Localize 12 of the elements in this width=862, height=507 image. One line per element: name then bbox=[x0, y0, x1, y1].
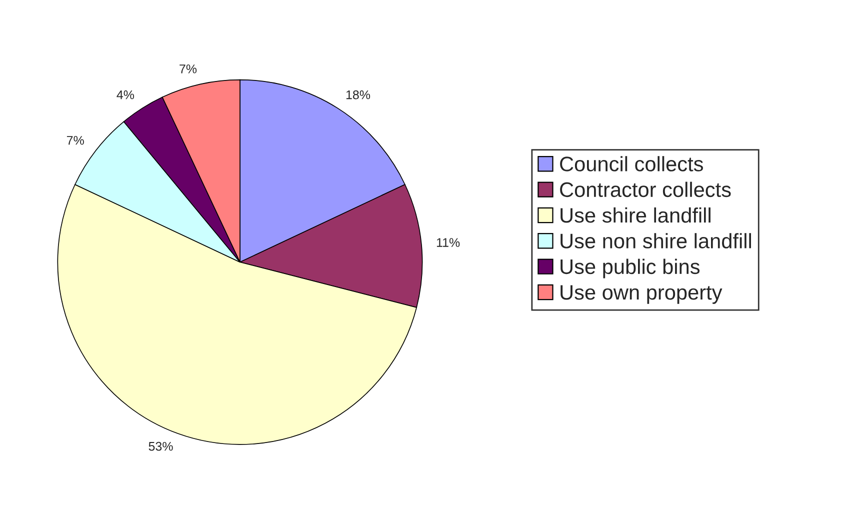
data-label: 18% bbox=[346, 90, 370, 100]
data-label: 4% bbox=[116, 90, 134, 100]
data-label: 7% bbox=[66, 136, 84, 145]
data-label: 53% bbox=[148, 442, 173, 451]
legend-label: Use public bins bbox=[560, 258, 700, 278]
legend-label: Use non shire landfill bbox=[560, 233, 752, 248]
legend-label: Use shire landfill bbox=[560, 207, 710, 223]
data-label: 11% bbox=[436, 238, 460, 247]
data-label: 7% bbox=[180, 64, 197, 74]
legend-label: Council collects bbox=[560, 156, 703, 172]
legend-label: Contractor collects bbox=[560, 182, 731, 198]
legend-label: Use own property bbox=[560, 285, 722, 304]
